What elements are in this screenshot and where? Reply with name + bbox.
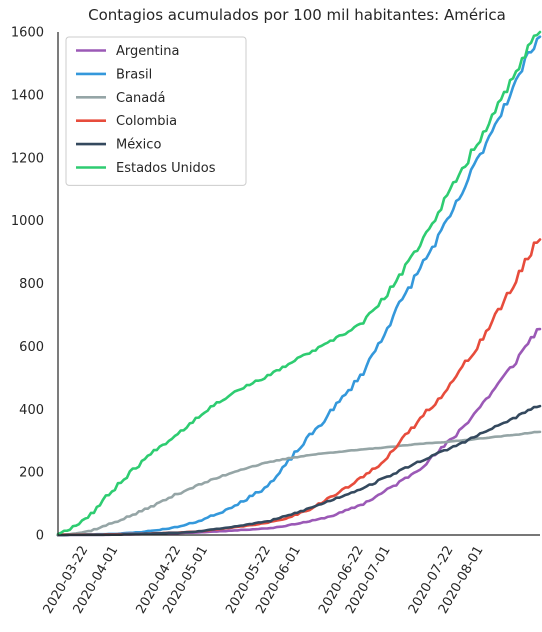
legend: Argentina Brasil Canadá Colombia México Estad…	[65, 36, 247, 186]
legend-box	[65, 36, 247, 186]
legend-label: Estados Unidos	[116, 161, 216, 176]
y-tick-label: 400	[19, 403, 44, 418]
chart-title: Contagios acumulados por 100 mil habitan…	[88, 6, 506, 24]
legend-label: Argentina	[116, 44, 179, 59]
series-line-colombia	[56, 238, 542, 537]
y-tick-label: 1200	[11, 151, 44, 166]
legend-label: Canadá	[116, 91, 165, 106]
legend-label: México	[116, 138, 161, 153]
legend-label: Brasil	[116, 67, 152, 82]
y-tick-label: 1000	[11, 214, 44, 229]
y-tick-label: 600	[19, 340, 44, 355]
y-tick-label: 200	[19, 466, 44, 481]
series-layer	[56, 30, 542, 537]
y-tick-label: 0	[36, 529, 44, 544]
y-tick-label: 800	[19, 277, 44, 292]
series-line-estados-unidos	[56, 30, 542, 536]
y-tick-label: 1400	[11, 88, 44, 103]
legend-label: Colombia	[116, 114, 177, 129]
series-line-mexico	[56, 404, 542, 537]
y-tick-label: 1600	[11, 26, 44, 41]
series-line-brasil	[56, 35, 542, 537]
series-line-canada	[56, 430, 542, 537]
